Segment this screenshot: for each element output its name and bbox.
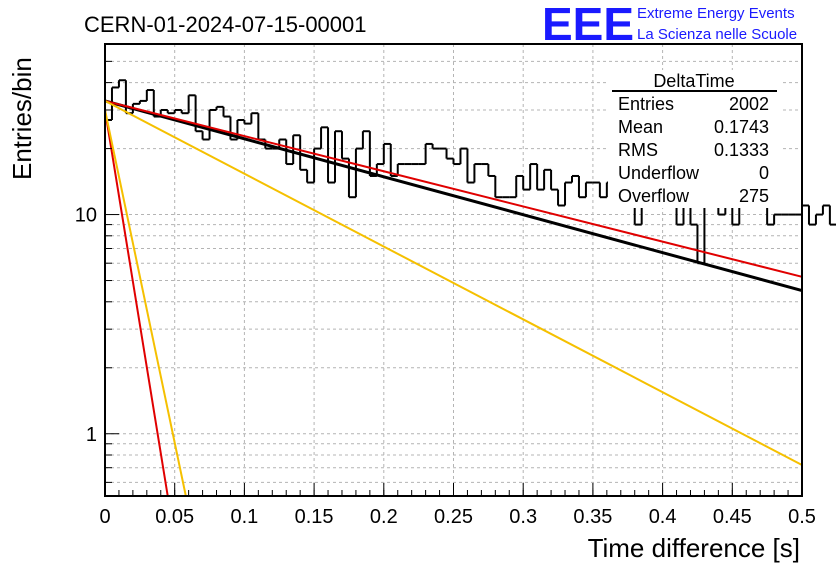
brand-line-1: Extreme Energy Events: [637, 5, 795, 22]
x-tick-label: 0.25: [434, 506, 473, 528]
x-tick-label: 0.1: [230, 506, 258, 528]
y-axis-title: Entries/bin: [7, 57, 37, 180]
x-tick-label: 0.15: [295, 506, 334, 528]
stats-label: Underflow: [618, 163, 700, 183]
stats-label: Overflow: [618, 186, 690, 206]
stats-box: DeltaTime Entries 2002 Mean 0.1743 RMS 0.1333…: [608, 70, 780, 208]
x-tick-label: 0: [99, 506, 110, 528]
stats-value: 2002: [729, 94, 769, 114]
x-tick-label: 0.05: [155, 506, 194, 528]
stats-value: 0: [759, 163, 769, 183]
x-tick-label: 0.2: [370, 506, 398, 528]
x-tick-label: 0.3: [509, 506, 537, 528]
stats-value: 0.1333: [714, 140, 769, 160]
brand-line-2: La Scienza nelle Scuole: [637, 26, 797, 43]
stats-label: Mean: [618, 117, 663, 137]
fit-line-5: [104, 109, 187, 497]
stats-value: 275: [739, 186, 769, 206]
fit-line-1: [104, 99, 803, 293]
x-tick-label: 0.5: [788, 506, 816, 528]
stats-value: 0.1743: [714, 117, 769, 137]
fit-line-4: [104, 100, 803, 466]
stats-label: RMS: [618, 140, 658, 160]
stats-label: Entries: [618, 94, 674, 114]
stats-box-background: [608, 70, 780, 208]
fit-line-2: [104, 99, 803, 278]
y-tick-label: 1: [86, 424, 97, 446]
eee-logo: EEE: [542, 0, 634, 50]
fit-line-3: [104, 109, 169, 497]
x-tick-label: 0.45: [713, 506, 752, 528]
grid-lines: [105, 44, 802, 496]
stats-title: DeltaTime: [653, 71, 734, 91]
x-tick-label: 0.4: [649, 506, 677, 528]
x-axis-title: Time difference [s]: [588, 533, 800, 563]
x-tick-label: 0.35: [573, 506, 612, 528]
chart-title: CERN-01-2024-07-15-00001: [84, 12, 367, 37]
y-tick-label: 10: [75, 205, 97, 227]
